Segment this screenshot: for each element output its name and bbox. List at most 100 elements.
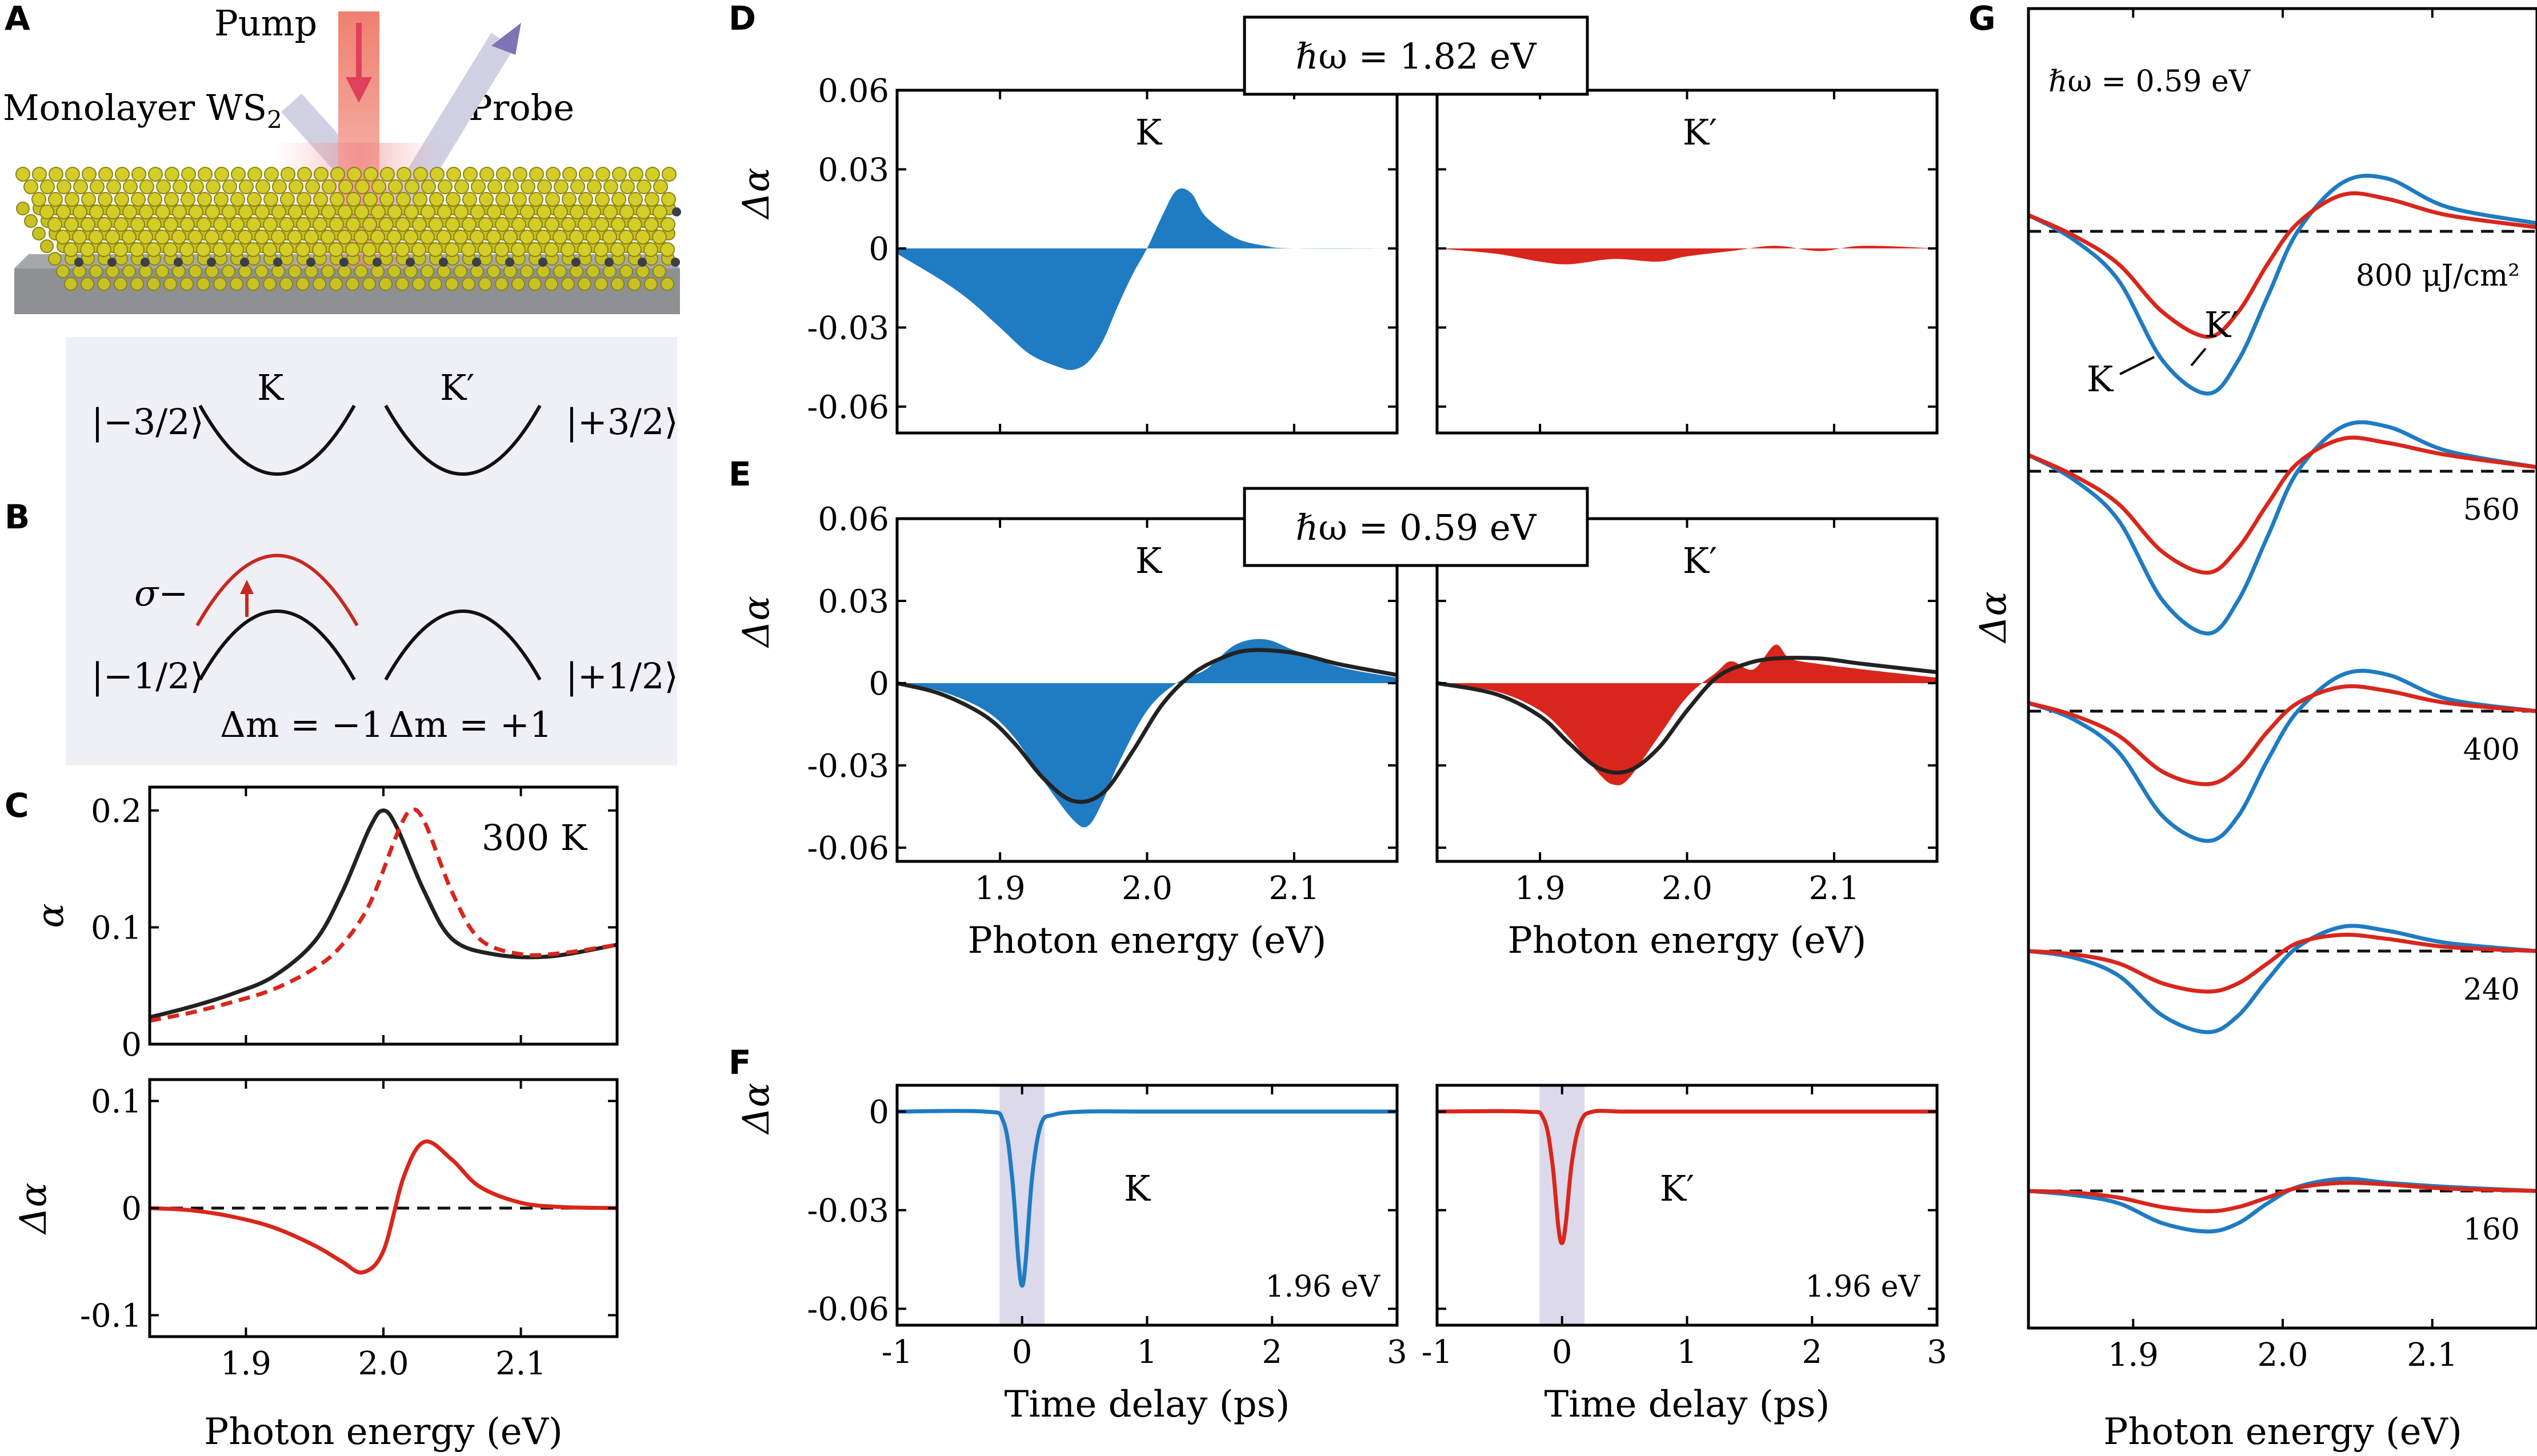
sulfur-atom	[15, 167, 30, 182]
chart-d-K-valley-label: K	[1135, 111, 1163, 153]
sulfur-atom	[430, 167, 445, 182]
f-Kp-xtick-label: 0	[1552, 1334, 1572, 1371]
sulfur-atom	[189, 204, 203, 219]
chart-g: 800 μJ/cm² 560 400 240 160 1.9 2.0 2.1 Photon en…	[1972, 7, 2537, 1453]
sulfur-atom-lower	[627, 277, 641, 291]
sulfur-atom	[297, 167, 312, 182]
sulfur-atom-lower	[32, 227, 46, 240]
sulfur-atom	[463, 167, 478, 182]
sulfur-atom	[165, 167, 179, 182]
sulfur-atom	[264, 167, 279, 182]
chart-c-top: 0 0.1 0.2 α 300 K	[30, 785, 619, 1064]
sulfur-atom	[412, 217, 427, 232]
chart-e-Kp-xtick-label: 1.9	[1515, 870, 1566, 907]
sulfur-atom	[296, 217, 311, 232]
sulfur-atom-lower	[24, 214, 38, 228]
sulfur-atom	[113, 242, 128, 257]
sulfur-atom	[49, 167, 63, 182]
sulfur-atom	[536, 230, 551, 244]
sulfur-atom	[421, 179, 436, 194]
chart-e-K-valley-label: K	[1135, 540, 1163, 581]
sulfur-atom	[321, 230, 335, 244]
sulfur-atom	[105, 230, 120, 244]
sulfur-atom	[495, 217, 510, 232]
chart-d-K-ytick-label: 0	[869, 231, 889, 268]
panel-d-label: D	[729, 0, 756, 38]
sulfur-atom	[428, 242, 443, 257]
sulfur-atom	[577, 242, 592, 257]
sulfur-atom	[380, 167, 395, 182]
panel-a: A Pump Probe Monolayer WS2	[3, 0, 681, 314]
f-Kp-xtick-label: 2	[1802, 1334, 1822, 1371]
sulfur-atom	[387, 204, 402, 219]
temperature-label: 300 K	[482, 817, 588, 859]
sulfur-atom	[123, 179, 138, 194]
f-Kp-xtick-label: -1	[1422, 1334, 1453, 1371]
panel-e-label: E	[729, 455, 751, 494]
sulfur-atom	[553, 204, 568, 219]
f-Kp-xlabel: Time delay (ps)	[1544, 1383, 1830, 1426]
sulfur-atom	[155, 204, 170, 219]
sulfur-atom	[197, 192, 212, 207]
sulfur-atom	[594, 217, 609, 232]
sulfur-atom	[47, 217, 62, 232]
sulfur-atom	[222, 204, 237, 219]
fluence-label-800: 800 μJ/cm²	[2356, 259, 2520, 293]
sulfur-atom	[206, 179, 221, 194]
sulfur-atom	[322, 179, 337, 194]
sulfur-atom-lower	[653, 264, 666, 278]
sulfur-atom	[312, 242, 327, 257]
sulfur-atom	[371, 179, 386, 194]
sulfur-atom	[213, 242, 227, 257]
chart-d-K: 0.06 0.03 0 -0.03 -0.06 K Δα	[735, 73, 1399, 435]
sulfur-atom-lower	[296, 277, 310, 291]
sulfur-atom	[305, 204, 319, 219]
sulfur-atom	[65, 167, 80, 182]
sulfur-atom	[529, 192, 543, 207]
fluence-label-160: 160	[2463, 1213, 2520, 1247]
sulfur-atom	[395, 242, 410, 257]
panel-g-label: G	[1968, 0, 1996, 38]
sulfur-atom	[503, 230, 518, 244]
sulfur-atom-lower	[255, 264, 269, 278]
sulfur-atom	[462, 192, 477, 207]
ws2-lattice	[15, 167, 681, 291]
sulfur-atom	[213, 217, 228, 232]
chart-f-Kp: -1 0 1 2 3 K′ 1.96 eV Time delay (ps)	[1422, 1084, 1947, 1426]
panel-a-label: A	[5, 0, 30, 38]
tungsten-atom	[671, 258, 680, 267]
sulfur-atom	[511, 242, 526, 257]
g-kp-leader	[2190, 347, 2207, 367]
sulfur-atom-lower	[395, 277, 409, 291]
sulfur-atom	[147, 217, 162, 232]
sulfur-atom	[188, 230, 203, 244]
tungsten-atom	[406, 258, 415, 267]
sulfur-atom	[246, 217, 261, 232]
sulfur-atom	[413, 167, 428, 182]
sulfur-atom	[122, 230, 137, 244]
c-xlabel: Photon energy (eV)	[204, 1411, 563, 1453]
sulfur-atom	[561, 217, 576, 232]
f-ylabel: Δα	[735, 1082, 778, 1135]
sulfur-atom	[205, 230, 219, 244]
sulfur-atom	[57, 179, 71, 194]
sulfur-atom	[48, 192, 63, 207]
sulfur-atom-lower	[213, 277, 227, 291]
sulfur-atom	[503, 204, 518, 219]
f-K-ytick-label: -0.06	[807, 1291, 889, 1328]
sulfur-atom	[611, 192, 626, 207]
sulfur-atom	[644, 217, 659, 232]
sigma-minus-label: σ−	[134, 572, 188, 614]
sulfur-atom	[197, 217, 211, 232]
valence-band-kp	[384, 609, 542, 681]
curve-k-400	[2027, 668, 2537, 843]
sulfur-atom	[595, 192, 610, 207]
sulfur-atom	[155, 230, 170, 244]
f-K-ytick-label: 0	[869, 1094, 889, 1131]
sulfur-atom	[403, 230, 418, 244]
c-top-ytick-label: 0.2	[91, 793, 142, 830]
sulfur-atom	[229, 242, 244, 257]
sulfur-atom-lower	[48, 252, 62, 266]
sulfur-atom-lower	[114, 277, 127, 291]
pump-overlap-shade	[999, 1085, 1045, 1325]
